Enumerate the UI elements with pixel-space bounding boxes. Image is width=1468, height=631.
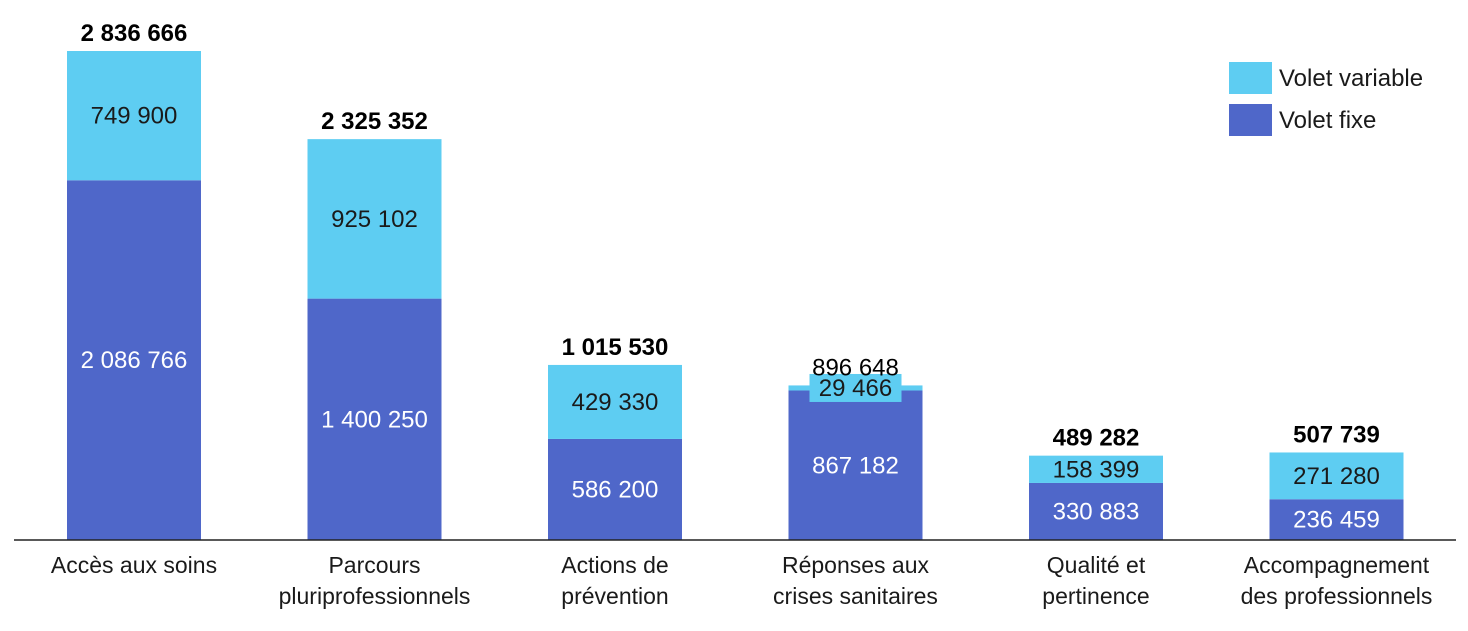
label-volet-fixe: 2 086 766 (81, 347, 188, 374)
bar-volet-fixe (548, 438, 682, 540)
category-labels-group: Accès aux soins Parcours pluriprofessionne… (51, 552, 1433, 609)
bar-volet-variable (67, 51, 201, 181)
category-label: pertinence (1042, 583, 1149, 609)
category-label: pluriprofessionnels (279, 583, 471, 609)
total-label: 2 836 666 (81, 20, 188, 47)
category-label: Actions de (561, 552, 668, 578)
label-volet-variable: 271 280 (1293, 463, 1380, 490)
legend-label: Volet variable (1279, 65, 1423, 92)
bar-volet-variable (1029, 455, 1163, 483)
label-volet-fixe: 330 883 (1053, 498, 1140, 525)
category-label: Accompagnement (1244, 552, 1430, 578)
category-label: crises sanitaires (773, 583, 938, 609)
legend-swatch (1229, 62, 1272, 94)
bar-volet-fixe (1029, 482, 1163, 540)
legend-swatch (1229, 104, 1272, 136)
label-box-volet-variable (809, 373, 902, 402)
category-label: Qualité et (1047, 552, 1146, 578)
label-volet-variable: 925 102 (331, 206, 418, 233)
bar-volet-variable (548, 364, 682, 439)
label-volet-fixe: 867 182 (812, 452, 899, 479)
bars-group: 2 086 766 749 900 2 836 666 1 400 250 925 10… (67, 20, 1404, 541)
bar-volet-fixe (67, 180, 201, 541)
label-volet-variable: 29 466 (819, 375, 892, 402)
label-volet-variable: 158 399 (1053, 456, 1140, 483)
legend: Volet variable Volet fixe (1229, 62, 1423, 136)
label-volet-fixe: 586 200 (572, 476, 659, 503)
category-label: Réponses aux (782, 552, 930, 578)
category-label: des professionnels (1241, 583, 1433, 609)
category-label: Parcours (328, 552, 420, 578)
category-label: prévention (561, 583, 668, 609)
total-label: 896 648 (812, 354, 899, 381)
label-volet-fixe: 236 459 (1293, 507, 1380, 534)
total-label: 2 325 352 (321, 108, 428, 135)
bar-volet-fixe (1269, 499, 1404, 540)
category-label: Accès aux soins (51, 552, 217, 578)
legend-label: Volet fixe (1279, 107, 1376, 134)
bar-volet-variable (307, 139, 442, 299)
label-volet-fixe: 1 400 250 (321, 406, 428, 433)
bar-volet-fixe (307, 298, 442, 540)
label-volet-variable: 749 900 (91, 103, 178, 130)
bar-volet-fixe (788, 390, 923, 540)
label-volet-variable: 429 330 (572, 389, 659, 416)
bar-volet-variable (1269, 452, 1404, 500)
total-label: 1 015 530 (562, 334, 669, 361)
total-label: 489 282 (1053, 425, 1140, 452)
total-label: 507 739 (1293, 421, 1380, 448)
